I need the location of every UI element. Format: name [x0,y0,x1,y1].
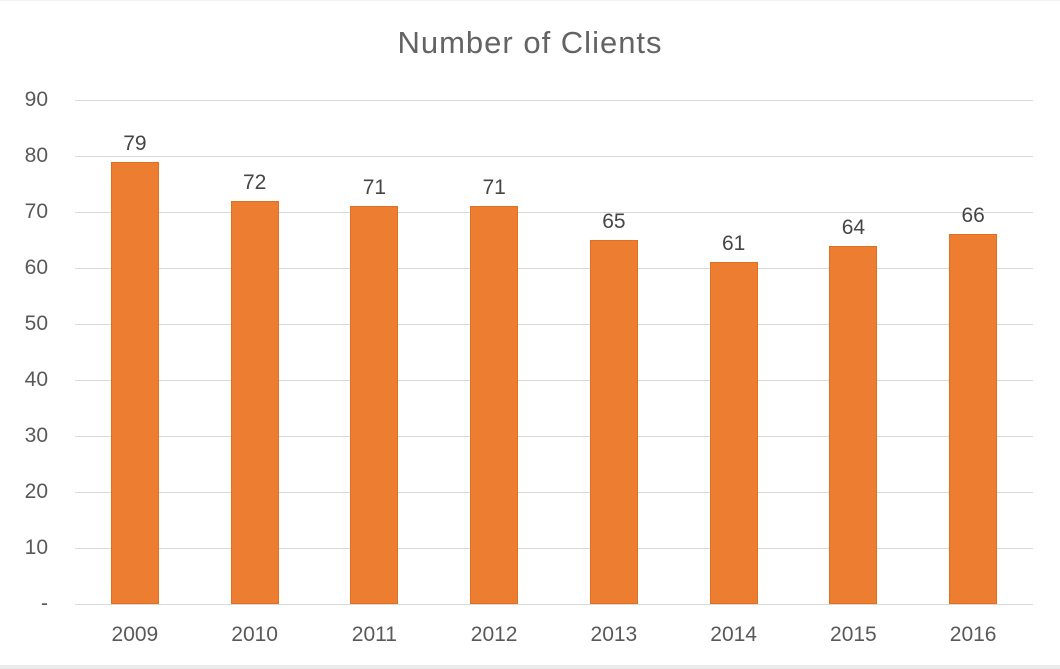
gridline [75,99,1033,101]
bar [470,206,519,604]
gridline [75,435,1033,437]
bar [589,240,638,604]
x-tick-label: 2013 [590,623,638,646]
bar-value-label: 72 [242,170,267,194]
gridline [75,379,1033,381]
bar [949,234,998,604]
y-tick-label: 40 [24,368,48,391]
gridline [75,323,1033,325]
x-tick-label: 2014 [710,623,757,646]
gridline [75,603,1033,605]
y-tick-label: - [41,592,48,615]
x-tick-label: 2010 [231,623,278,646]
x-tick-label: 2015 [830,623,877,646]
bar [230,200,279,604]
x-tick-label: 2016 [949,623,997,646]
gridline [75,267,1033,269]
y-tick-label: 10 [24,536,48,559]
chart-title: Number of Clients [397,25,663,60]
x-tick-label: 2011 [351,623,397,646]
y-tick-label: 50 [24,312,48,335]
x-tick-label: 2009 [111,623,159,646]
bar-value-label: 61 [721,232,746,256]
bar [110,161,159,604]
gridline [75,491,1033,493]
y-tick-label: 70 [24,200,48,223]
bar-value-label: 66 [961,204,985,228]
gridline [75,155,1033,157]
bar-value-label: 79 [123,131,147,155]
bar-value-label: 71 [482,176,506,200]
y-tick-label: 20 [24,480,48,503]
gridline [75,211,1033,213]
bar-value-label: 64 [841,215,866,239]
y-tick-label: 30 [24,424,48,447]
y-tick-label: 90 [24,88,48,111]
bar [350,206,399,604]
bar-value-label: 65 [602,210,626,233]
bar [829,245,878,604]
y-tick-label: 80 [24,144,48,167]
bar [709,262,758,604]
bar-value-label: 71 [362,176,387,200]
x-tick-label: 2012 [470,623,518,646]
gridline [75,547,1033,549]
y-tick-label: 60 [24,256,48,279]
bottom-edge-divider [0,665,1060,669]
